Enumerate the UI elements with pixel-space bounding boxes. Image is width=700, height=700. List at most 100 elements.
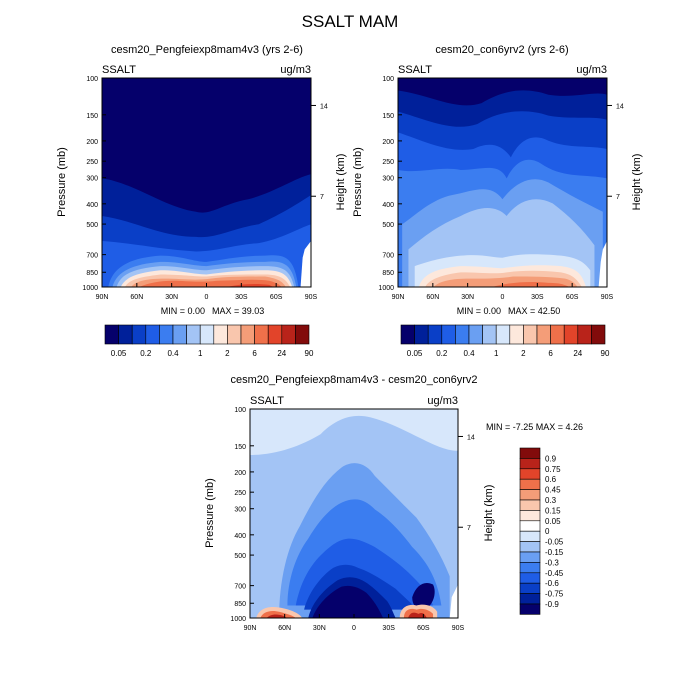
y-tick-label: 850 <box>382 270 394 277</box>
colorbar-swatch <box>519 603 541 615</box>
x-tick-label: 0 <box>205 294 209 301</box>
panel-diff-xticks: 90N 60N 30N 0 30S 60S 90S <box>244 614 465 632</box>
colorbar-swatch <box>536 324 551 345</box>
x-tick-label: 90S <box>601 294 614 301</box>
colorbar-swatch <box>523 324 538 345</box>
y-tick-label: 1000 <box>82 285 98 292</box>
colorbar-label: 0.3 <box>545 496 557 505</box>
panel-left-title: cesm20_Pengfeiexp8mam4v3 (yrs 2-6) <box>111 44 303 56</box>
panel-right-xticks: 90N 60N 30N 0 30S 60S 90S <box>392 283 614 301</box>
colorbar-swatch <box>281 324 296 345</box>
colorbar-label: 24 <box>277 349 286 358</box>
colorbar-swatch <box>519 510 541 522</box>
colorbar-label: 2 <box>521 349 526 358</box>
colorbar-label: 1 <box>198 349 203 358</box>
colorbar-swatch <box>519 582 541 594</box>
colorbar-label: 0.2 <box>436 349 448 358</box>
panel-right-corner-variable: SSALT <box>398 64 432 76</box>
colorbar-label: 0.05 <box>407 349 423 358</box>
field-band <box>408 612 427 618</box>
x-tick-label: 90N <box>244 625 257 632</box>
panel-right-max-label: MAX = 42.50 <box>508 306 560 316</box>
colorbar-swatch <box>519 489 541 501</box>
panel-left-corner-variable: SSALT <box>102 64 136 76</box>
panel-right-ylabel: Pressure (mb) <box>352 147 364 217</box>
y-tick-label: 400 <box>382 202 394 209</box>
panel-diff-ylabel: Pressure (mb) <box>204 478 216 548</box>
panel-right-colorbar <box>400 324 606 345</box>
colorbar-label: 0 <box>545 527 550 536</box>
x-tick-label: 90N <box>96 294 109 301</box>
colorbar-label: 0.4 <box>167 349 179 358</box>
colorbar-swatch <box>213 324 228 345</box>
panel-diff-field <box>250 409 458 618</box>
y-right-tick-label: 7 <box>320 194 324 201</box>
colorbar-label: 6 <box>548 349 553 358</box>
y-right-tick-label: 14 <box>616 103 624 110</box>
colorbar-label: 0.2 <box>140 349 152 358</box>
field-band <box>227 284 274 287</box>
panel-left-xticks: 90N 60N 30N 0 30S 60S 90S <box>96 283 318 301</box>
x-tick-label: 90N <box>392 294 405 301</box>
panel-left-ylabel-right: Height (km) <box>335 154 347 211</box>
y-tick-label: 700 <box>86 253 98 260</box>
colorbar-swatch <box>482 324 497 345</box>
colorbar-swatch <box>519 468 541 480</box>
colorbar-swatch <box>577 324 592 345</box>
colorbar-swatch <box>519 541 541 553</box>
panel-diff-yticks: 100 150 200 250 300 400 500 700 850 1000 <box>230 407 254 623</box>
panel-right: cesm20_con6yrv2 (yrs 2-6) SSALT ug/m3 Pr <box>352 44 643 358</box>
colorbar-swatch <box>519 478 541 490</box>
y-tick-label: 250 <box>86 159 98 166</box>
y-tick-label: 300 <box>86 176 98 183</box>
colorbar-swatch <box>519 530 541 542</box>
panel-diff-colorbar <box>519 447 541 615</box>
field-band <box>412 582 435 610</box>
x-tick-label: 0 <box>501 294 505 301</box>
panel-diff-yticks-right: 14 7 <box>458 434 475 532</box>
colorbar-label: 0.4 <box>463 349 475 358</box>
y-tick-label: 700 <box>234 584 246 591</box>
y-tick-label: 850 <box>86 270 98 277</box>
panel-left-field <box>102 78 311 287</box>
x-tick-label: 60S <box>417 625 430 632</box>
colorbar-swatch <box>519 572 541 584</box>
x-tick-label: 30N <box>461 294 474 301</box>
colorbar-label: -0.75 <box>545 590 564 599</box>
field-band <box>312 585 384 618</box>
colorbar-swatch <box>199 324 215 345</box>
colorbar-label: 0.15 <box>545 506 561 515</box>
colorbar-swatch <box>495 324 511 345</box>
colorbar-label: -0.9 <box>545 600 559 609</box>
y-tick-label: 400 <box>234 533 246 540</box>
field-band <box>598 241 607 287</box>
x-tick-label: 60N <box>426 294 439 301</box>
colorbar-swatch <box>468 324 483 345</box>
colorbar-swatch <box>186 324 201 345</box>
colorbar-label: 0.9 <box>545 454 557 463</box>
x-tick-label: 30S <box>235 294 248 301</box>
y-tick-label: 200 <box>86 139 98 146</box>
colorbar-swatch <box>172 324 187 345</box>
colorbar-swatch <box>509 324 524 345</box>
colorbar-swatch <box>400 324 415 345</box>
colorbar-label: 0.75 <box>545 465 561 474</box>
colorbar-swatch <box>563 324 579 345</box>
colorbar-swatch <box>519 593 541 605</box>
colorbar-swatch <box>267 324 283 345</box>
x-tick-label: 30N <box>165 294 178 301</box>
y-tick-label: 250 <box>234 490 246 497</box>
colorbar-label: 90 <box>601 349 610 358</box>
panel-right-plot <box>397 77 608 288</box>
colorbar-swatch <box>240 324 255 345</box>
y-tick-label: 200 <box>382 139 394 146</box>
panel-right-ylabel-right: Height (km) <box>631 154 643 211</box>
panel-left-yticks: 100 150 200 250 300 400 500 700 850 1000 <box>82 76 106 292</box>
colorbar-label: 24 <box>573 349 582 358</box>
panel-left-yticks-right: 14 7 <box>311 103 328 201</box>
y-tick-label: 100 <box>86 76 98 83</box>
field-band <box>300 241 311 287</box>
colorbar-swatch <box>519 458 541 470</box>
y-tick-label: 300 <box>234 507 246 514</box>
